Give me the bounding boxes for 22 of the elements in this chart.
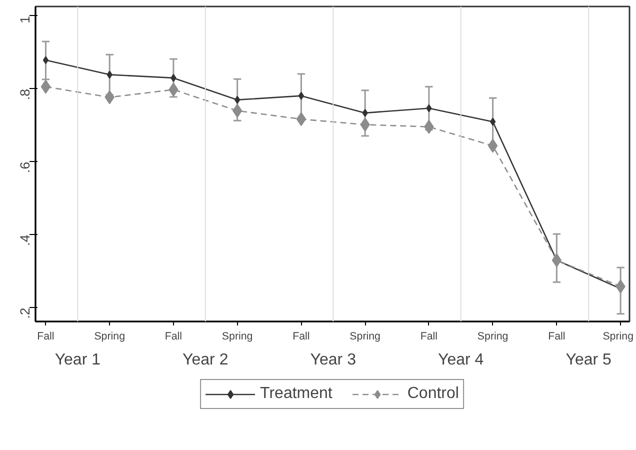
y-tick-label: 1 <box>18 16 32 24</box>
text: Year 5 <box>566 352 612 368</box>
y-tick-label: .6 <box>18 162 32 173</box>
y-tick-label: .2 <box>18 308 32 319</box>
x-tick-label: Fall <box>292 330 310 342</box>
x-tick-label: Spring <box>94 330 126 342</box>
legend-label: Control <box>407 385 459 403</box>
y-tick-label: .8 <box>18 88 32 100</box>
x-tick-label: Spring <box>477 330 508 342</box>
text: Year 2 <box>182 352 228 368</box>
text: Year 1 <box>54 352 101 368</box>
text: Year 3 <box>310 352 356 368</box>
x-tick-label: Fall <box>37 330 54 342</box>
x-tick-label: Spring <box>222 330 253 342</box>
y-tick-label: .4 <box>18 234 32 246</box>
x-tick-label: Fall <box>548 330 566 342</box>
x-tick-label: Fall <box>420 330 438 342</box>
x-tick-label: Spring <box>602 330 634 342</box>
x-tick-label: Spring <box>350 330 381 342</box>
x-tick-label: Fall <box>164 330 182 342</box>
text: Year 4 <box>438 352 484 368</box>
legend-label: Treatment <box>260 385 332 403</box>
